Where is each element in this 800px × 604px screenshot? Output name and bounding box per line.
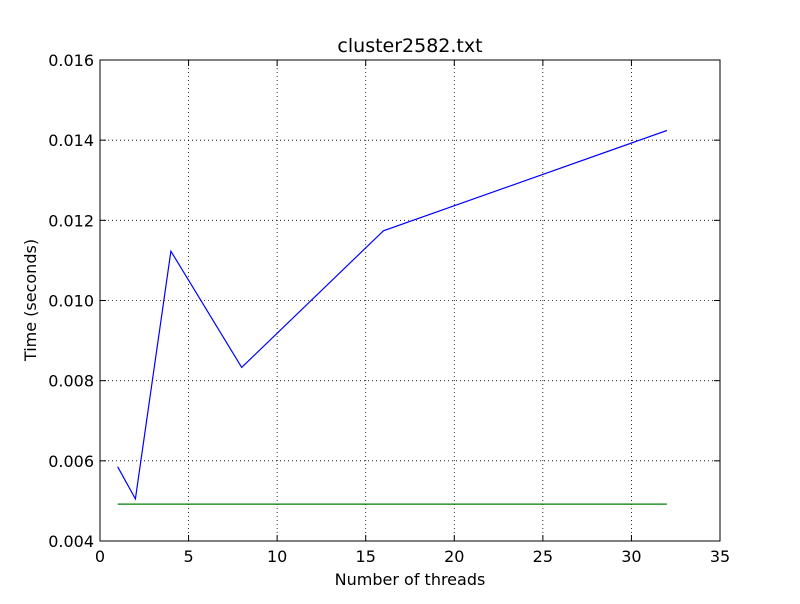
y-tick-label: 0.004	[48, 532, 94, 551]
series-line-1	[117, 129, 668, 501]
x-tick-label: 10	[267, 547, 287, 566]
y-tick-label: 0.008	[48, 372, 94, 391]
y-tick-label: 0.014	[48, 131, 94, 150]
x-axis-label: Number of threads	[335, 570, 486, 589]
y-tick-label: 0.012	[48, 211, 94, 230]
y-tick-label: 0.006	[48, 452, 94, 471]
x-tick-label: 35	[710, 547, 730, 566]
grid-layer	[100, 60, 720, 541]
x-tick-label: 20	[444, 547, 464, 566]
y-axis-label: Time (seconds)	[21, 239, 40, 362]
tick-layer: 0 5 10 15 20 25 30 35 0.004 0.006 0.008 0.010 0.012 0…	[48, 51, 730, 566]
x-tick-label: 5	[183, 547, 193, 566]
x-tick-label: 0	[95, 547, 105, 566]
y-tick-label: 0.016	[48, 51, 94, 70]
x-tick-label: 15	[356, 547, 376, 566]
x-tick-label: 25	[533, 547, 553, 566]
y-tick-label: 0.010	[48, 292, 94, 311]
series-layer	[117, 129, 668, 505]
chart-title: cluster2582.txt	[337, 35, 482, 57]
x-tick-label: 30	[621, 547, 641, 566]
